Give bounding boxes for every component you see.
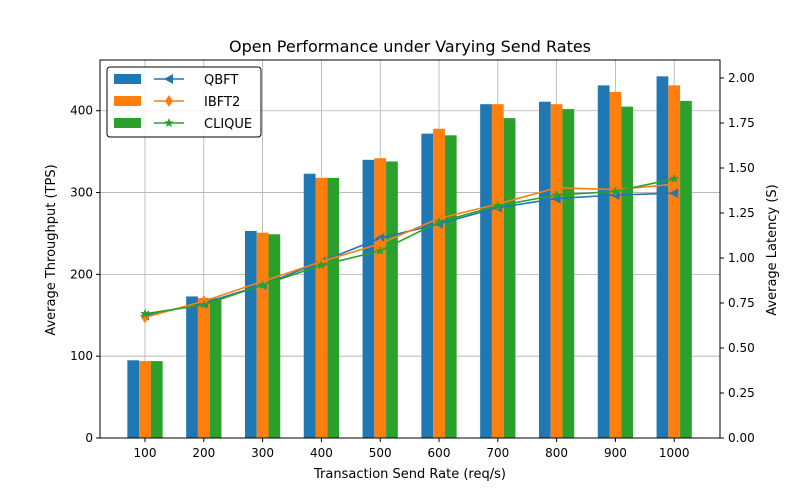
legend-swatch-ibft2	[114, 96, 141, 106]
legend-marker-clique	[164, 118, 174, 128]
point-qbft	[669, 188, 679, 199]
bar-ibft2	[256, 232, 269, 438]
y-tick-label: 200	[70, 267, 93, 281]
y2-tick-label: 0.25	[728, 386, 755, 400]
point-clique	[551, 190, 562, 200]
bar-qbft	[597, 85, 610, 438]
bar-qbft	[538, 101, 551, 439]
point-clique	[434, 217, 444, 227]
chart-title: Open Performance under Varying Send Rate…	[229, 37, 591, 56]
x-tick-label: 900	[604, 446, 627, 460]
x-tick-label: 500	[369, 446, 392, 460]
legend-swatch-qbft	[114, 74, 141, 84]
y-tick-label: 400	[70, 104, 93, 118]
plot-frame	[99, 59, 721, 439]
point-ibft2	[552, 181, 561, 194]
bar-qbft	[244, 231, 257, 438]
bar-qbft	[186, 296, 198, 438]
y-ticks: 0 100 200 300 400	[70, 104, 100, 445]
bar-qbft	[656, 76, 669, 438]
bar-ibft2	[197, 298, 210, 438]
y-tick-label: 300	[70, 186, 93, 200]
legend-marker-qbft	[164, 74, 173, 84]
bar-clique	[150, 361, 163, 438]
bar-ibft2	[433, 128, 445, 438]
x-tick-label: 1000	[659, 446, 690, 460]
x-tick-label: 700	[486, 446, 509, 460]
x-axis-label: Transaction Send Rate (req/s)	[313, 467, 506, 482]
y2-tick-label: 0.00	[728, 431, 755, 445]
bar-ibft2	[668, 85, 681, 438]
y2-tick-label: 0.50	[728, 341, 755, 355]
bar-clique	[503, 118, 516, 438]
bar-clique	[680, 100, 692, 438]
y2-ticks: 0.00 0.25 0.50 0.75 1.00 1.25 1.50 1.75 2.00	[720, 71, 755, 445]
line-ibft2	[144, 183, 675, 319]
y2-tick-label: 1.00	[728, 251, 755, 265]
point-clique	[610, 186, 621, 196]
y2-tick-label: 1.50	[728, 161, 755, 175]
bar-ibft2	[374, 158, 387, 438]
point-clique	[669, 173, 679, 183]
y2-tick-label: 2.00	[728, 71, 755, 85]
x-tick-label: 400	[310, 446, 333, 460]
point-clique	[493, 200, 503, 210]
y-axis-label: Average Throughput (TPS)	[44, 164, 59, 335]
legend-marker-ibft2	[165, 95, 173, 107]
y2-tick-label: 1.75	[728, 116, 755, 130]
legend-swatch-clique	[114, 118, 141, 128]
point-clique	[375, 245, 385, 255]
y2-axis-label: Average Latency (S)	[765, 184, 780, 315]
bar-clique	[562, 109, 575, 438]
legend: QBFT IBFT2 CLIQUE	[106, 66, 262, 138]
latency-lines	[140, 173, 679, 324]
line-clique	[144, 178, 675, 315]
legend-box	[106, 66, 262, 138]
x-tick-label: 200	[192, 446, 215, 460]
bar-qbft	[303, 173, 316, 438]
point-clique	[257, 280, 268, 290]
point-ibft2	[376, 237, 385, 250]
point-clique	[199, 299, 209, 309]
bar-clique	[621, 106, 634, 439]
y2-tick-label: 0.75	[728, 296, 755, 310]
bars	[127, 76, 692, 439]
y-tick-label: 0	[85, 431, 93, 445]
x-ticks: 100 200 300 400 500 600 700 800 900 1000	[134, 438, 690, 460]
legend-label-qbft: QBFT	[204, 73, 238, 88]
bar-clique	[327, 177, 340, 438]
x-tick-label: 600	[428, 446, 451, 460]
bar-ibft2	[139, 361, 151, 438]
x-tick-label: 100	[134, 446, 157, 460]
bar-clique	[444, 135, 457, 439]
point-clique	[140, 308, 150, 318]
x-tick-label: 300	[251, 446, 274, 460]
bar-qbft	[421, 133, 434, 439]
bar-clique	[209, 298, 222, 438]
x-tick-label: 800	[545, 446, 568, 460]
y-tick-label: 100	[70, 349, 93, 363]
bar-ibft2	[491, 104, 504, 438]
bar-qbft	[362, 159, 375, 438]
bar-clique	[386, 161, 398, 439]
bar-qbft	[480, 104, 492, 438]
point-clique	[316, 260, 327, 270]
bar-clique	[268, 234, 281, 438]
legend-label-clique: CLIQUE	[204, 117, 252, 132]
bar-ibft2	[315, 177, 328, 438]
y2-tick-label: 1.25	[728, 206, 755, 220]
bar-ibft2	[550, 104, 563, 438]
bar-ibft2	[609, 91, 622, 438]
bar-qbft	[127, 360, 140, 438]
legend-label-ibft2: IBFT2	[204, 95, 240, 110]
